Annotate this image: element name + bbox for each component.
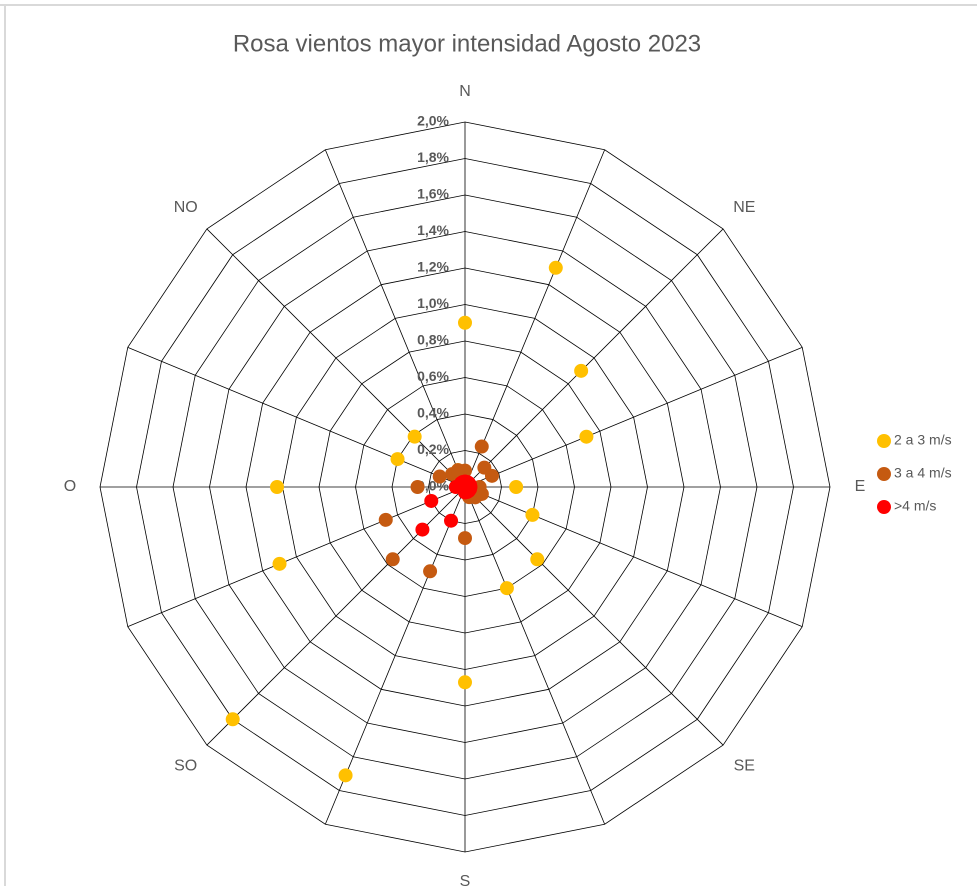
data-point [499, 581, 514, 596]
legend-label: 2 a 3 m/s [894, 432, 952, 448]
data-point [270, 480, 285, 494]
category-label: O [64, 478, 76, 495]
chart-title: Rosa vientos mayor intensidad Agosto 202… [233, 30, 701, 57]
data-point [458, 531, 472, 546]
data-point [579, 429, 594, 444]
data-point [458, 315, 472, 330]
data-point [484, 468, 499, 483]
category-label: SE [734, 758, 755, 775]
data-point [407, 429, 422, 444]
spoke [324, 486, 466, 825]
data-point [410, 480, 425, 494]
r-tick-label: 0,4% [417, 405, 449, 421]
category-label: NO [174, 199, 198, 216]
data-point [272, 556, 287, 571]
spoke [464, 346, 803, 488]
data-point [390, 452, 405, 467]
r-tick-label: 0,6% [417, 368, 449, 384]
r-tick-label: 1,6% [417, 186, 449, 202]
legend-label: 3 a 4 m/s [894, 465, 952, 481]
data-point [338, 768, 353, 783]
spoke [464, 228, 724, 488]
data-point [458, 675, 472, 690]
category-label: E [855, 478, 866, 495]
spoke [127, 346, 466, 488]
spoke [127, 486, 466, 628]
category-label: NE [733, 199, 755, 216]
r-tick-label: 0,2% [417, 441, 449, 457]
data-point [474, 439, 489, 454]
data-point [415, 522, 430, 537]
legend-marker [877, 434, 891, 448]
category-label: N [459, 83, 471, 100]
spoke [206, 228, 466, 488]
r-tick-label: 1,2% [417, 259, 449, 275]
r-tick-label: 1,8% [417, 149, 449, 165]
legend-marker [877, 467, 891, 481]
spoke [464, 486, 803, 628]
data-point [385, 552, 400, 567]
data-point [509, 480, 524, 494]
spoke [464, 486, 724, 746]
category-label: S [460, 873, 471, 886]
data-point [530, 552, 545, 567]
data-point [378, 512, 393, 527]
spoke [464, 486, 606, 825]
data-point [444, 513, 459, 528]
data-point [451, 463, 466, 478]
data-point [548, 260, 563, 275]
data-point [423, 564, 438, 579]
data-point [455, 474, 470, 489]
legend-marker [877, 500, 891, 514]
r-tick-label: 2,0% [417, 113, 449, 129]
spoke [324, 149, 466, 488]
data-point [525, 507, 540, 522]
category-label: SO [174, 758, 197, 775]
data-point [574, 363, 589, 378]
data-point [424, 493, 439, 508]
data-point [432, 469, 447, 484]
spoke [464, 149, 606, 488]
r-tick-label: 1,4% [417, 222, 449, 238]
r-tick-label: 0,8% [417, 332, 449, 348]
legend-label: >4 m/s [894, 498, 936, 514]
data-point [225, 712, 240, 727]
r-tick-label: 1,0% [417, 295, 449, 311]
